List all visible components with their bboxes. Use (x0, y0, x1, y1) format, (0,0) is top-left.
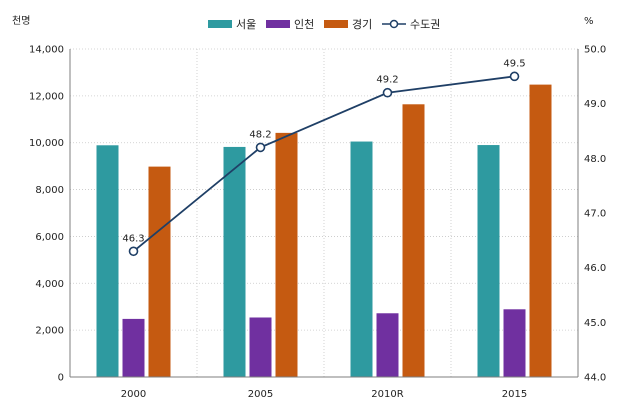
left-tick-label: 6,000 (35, 232, 64, 243)
bar-서울 (477, 145, 500, 377)
grid-layer (70, 48, 578, 377)
point-수도권 (509, 71, 520, 82)
left-axis-unit: 천명 (12, 15, 30, 27)
right-tick-label: 48.0 (584, 154, 606, 165)
left-tick-label: 12,000 (29, 91, 64, 102)
right-tick-label: 45.0 (584, 318, 606, 329)
right-axis-unit: % (584, 16, 594, 27)
point-수도권 (255, 142, 266, 153)
legend-label-gyeonggi: 경기 (352, 18, 372, 31)
line-수도권 (132, 75, 515, 252)
data-label-수도권: 48.2 (249, 129, 271, 140)
bar-인천 (376, 313, 399, 377)
x-tick-label: 2005 (248, 389, 273, 400)
right-tick-label: 50.0 (584, 45, 606, 56)
right-tick-label: 46.0 (584, 263, 606, 274)
left-tick-label: 8,000 (35, 185, 64, 196)
legend-label-sudogwon: 수도권 (410, 18, 440, 31)
bar-인천 (503, 309, 526, 377)
x-tick-label: 2015 (502, 389, 527, 400)
legend-swatch-seoul (208, 20, 232, 28)
bar-경기 (402, 104, 425, 377)
x-tick-label: 2010R (371, 389, 403, 400)
legend-label-seoul: 서울 (236, 18, 256, 31)
left-tick-label: 4,000 (35, 279, 64, 290)
label-layer: 0 2,000 4,000 6,000 8,000 10,000 12,000 14,000 4… (29, 45, 606, 401)
bar-경기 (529, 84, 552, 378)
data-label-수도권: 46.3 (122, 233, 144, 244)
bar-인천 (249, 317, 272, 377)
bar-서울 (350, 141, 373, 377)
line-layer (128, 71, 520, 257)
right-tick-label: 47.0 (584, 209, 606, 220)
legend-marker-sudogwon (389, 19, 399, 29)
point-수도권 (382, 87, 393, 98)
right-tick-label: 44.0 (584, 373, 606, 384)
data-label-수도권: 49.5 (503, 58, 525, 69)
axis-layer (69, 49, 579, 378)
legend-swatch-incheon (266, 20, 290, 28)
bar-layer (96, 84, 552, 378)
bar-서울 (223, 146, 246, 377)
left-tick-label: 2,000 (35, 326, 64, 337)
right-tick-label: 49.0 (584, 99, 606, 110)
x-tick-label: 2000 (121, 389, 146, 400)
left-tick-label: 10,000 (29, 138, 64, 149)
left-tick-label: 14,000 (29, 45, 64, 56)
bar-경기 (275, 132, 298, 377)
legend: 서울 인천 경기 수도권 (208, 17, 440, 31)
bar-경기 (148, 166, 171, 377)
point-수도권 (128, 246, 139, 257)
legend-label-incheon: 인천 (294, 17, 314, 31)
bar-서울 (96, 145, 119, 377)
data-label-수도권: 49.2 (376, 75, 398, 86)
bar-인천 (122, 318, 145, 377)
left-tick-label: 0 (58, 373, 64, 384)
legend-swatch-gyeonggi (324, 20, 348, 28)
